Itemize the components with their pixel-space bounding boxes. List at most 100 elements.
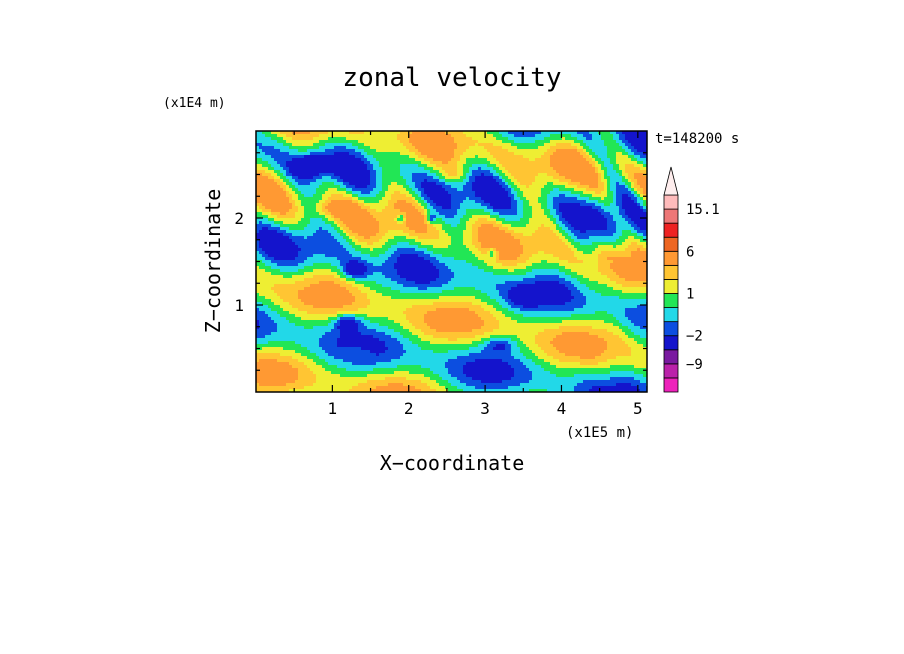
field-cell xyxy=(322,203,326,207)
field-cell xyxy=(619,134,623,138)
field-cell xyxy=(301,200,305,204)
field-cell xyxy=(502,134,506,138)
field-cell xyxy=(469,140,473,144)
field-cell xyxy=(463,191,467,195)
field-cell xyxy=(364,137,368,141)
field-cell xyxy=(610,200,614,204)
field-cell xyxy=(355,134,359,138)
field-cell xyxy=(589,143,593,147)
field-cell xyxy=(511,209,515,213)
field-cell xyxy=(280,158,284,162)
field-cell xyxy=(535,182,539,186)
field-cell xyxy=(508,182,512,186)
field-cell xyxy=(610,158,614,162)
field-cell xyxy=(382,164,386,168)
field-cell xyxy=(343,224,347,228)
field-cell xyxy=(421,152,425,156)
field-cell xyxy=(607,131,611,135)
field-cell xyxy=(298,149,302,153)
field-cell xyxy=(610,167,614,171)
field-cell xyxy=(400,224,404,228)
field-cell xyxy=(325,191,329,195)
field-cell xyxy=(448,179,452,183)
field-cell xyxy=(409,170,413,174)
field-cell xyxy=(604,236,608,240)
field-cell xyxy=(274,179,278,183)
field-cell xyxy=(259,203,263,207)
field-cell xyxy=(562,212,566,216)
field-cell xyxy=(271,203,275,207)
field-cell xyxy=(478,212,482,216)
field-cell xyxy=(532,227,536,231)
field-cell xyxy=(610,197,614,201)
field-cell xyxy=(460,161,464,165)
field-cell xyxy=(457,182,461,186)
field-cell xyxy=(367,230,371,234)
field-cell xyxy=(457,188,461,192)
field-cell xyxy=(298,191,302,195)
field-cell xyxy=(634,152,638,156)
field-cell xyxy=(274,218,278,222)
field-cell xyxy=(580,161,584,165)
field-cell xyxy=(610,164,614,168)
field-cell xyxy=(259,146,263,150)
field-cell xyxy=(277,188,281,192)
field-cell xyxy=(511,182,515,186)
field-cell xyxy=(628,152,632,156)
field-cell xyxy=(607,146,611,150)
field-cell xyxy=(265,149,269,153)
field-cell xyxy=(637,131,641,135)
field-cell xyxy=(583,197,587,201)
field-cell xyxy=(340,164,344,168)
field-cell xyxy=(457,197,461,201)
field-cell xyxy=(580,221,584,225)
field-cell xyxy=(547,173,551,177)
field-cell xyxy=(640,230,644,234)
field-cell xyxy=(298,209,302,213)
field-cell xyxy=(460,149,464,153)
field-cell xyxy=(283,206,287,210)
field-cell xyxy=(493,170,497,174)
field-cell xyxy=(604,200,608,204)
field-cell xyxy=(367,200,371,204)
field-cell xyxy=(445,197,449,201)
field-cell xyxy=(433,197,437,201)
field-cell xyxy=(601,143,605,147)
field-cell xyxy=(361,143,365,147)
field-cell xyxy=(328,197,332,201)
field-cell xyxy=(373,155,377,159)
field-cell xyxy=(271,170,275,174)
field-cell xyxy=(328,176,332,180)
field-cell xyxy=(610,152,614,156)
field-cell xyxy=(298,176,302,180)
field-cell xyxy=(574,152,578,156)
field-cell xyxy=(415,149,419,153)
field-cell xyxy=(388,203,392,207)
field-cell xyxy=(634,209,638,213)
field-cell xyxy=(610,188,614,192)
field-cell xyxy=(640,173,644,177)
field-cell xyxy=(559,206,563,210)
field-cell xyxy=(580,200,584,204)
field-cell xyxy=(451,137,455,141)
field-cell xyxy=(502,179,506,183)
field-cell xyxy=(634,158,638,162)
field-cell xyxy=(625,215,629,219)
field-cell xyxy=(544,170,548,174)
field-cell xyxy=(580,176,584,180)
field-cell xyxy=(466,230,470,234)
field-cell xyxy=(505,149,509,153)
field-cell xyxy=(403,149,407,153)
field-cell xyxy=(358,167,362,171)
field-cell xyxy=(256,131,260,135)
field-cell xyxy=(319,179,323,183)
field-cell xyxy=(514,185,518,189)
field-cell xyxy=(415,209,419,213)
field-cell xyxy=(499,200,503,204)
field-cell xyxy=(361,131,365,135)
field-cell xyxy=(415,146,419,150)
field-cell xyxy=(448,161,452,165)
field-cell xyxy=(451,224,455,228)
field-cell xyxy=(445,218,449,222)
field-cell xyxy=(349,179,353,183)
